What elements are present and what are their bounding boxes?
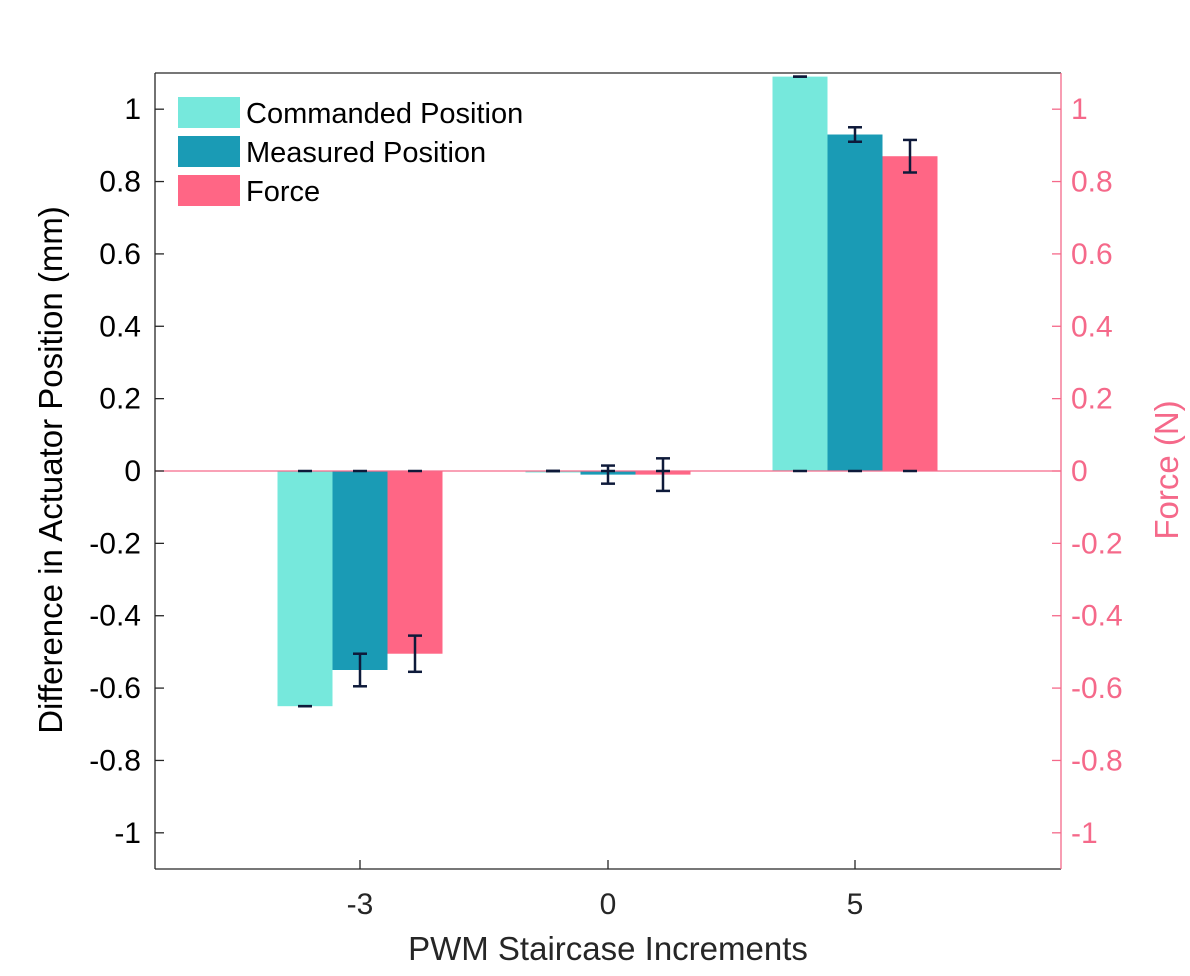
legend-swatch (178, 136, 240, 167)
legend-label: Commanded Position (246, 98, 523, 130)
y-tick-label-right: -0.8 (1071, 744, 1123, 777)
legend-label: Measured Position (246, 137, 486, 169)
bar-measured-position-5 (827, 134, 883, 471)
bars-layer (277, 76, 938, 707)
legend: Commanded Position Measured Position Force (178, 97, 523, 208)
y-tick-label-left: -1 (114, 817, 141, 850)
legend-swatch (178, 97, 240, 128)
y-tick-label-right: -0.2 (1071, 527, 1123, 560)
y-tick-label-left: 0.4 (99, 310, 141, 343)
error-bar-measured-position-5 (848, 126, 862, 143)
y-tick-label-left: 0 (124, 455, 141, 488)
x-tick-label: 0 (600, 888, 617, 921)
x-tick-label: 5 (847, 888, 864, 921)
bar-commanded-position--3 (277, 471, 333, 707)
y-tick-label-left: 0.2 (99, 383, 141, 416)
ticks-layer: -1 -0.8 -0.6 -0.4 -0.2 0 0.2 0.4 0.6 0.8 1 -1 -0.8 -0… (89, 93, 1122, 921)
y-tick-label-left: -0.2 (89, 527, 141, 560)
errorbars-layer (298, 75, 917, 708)
error-bar-force--3 (408, 634, 422, 674)
y-tick-label-right: -0.6 (1071, 672, 1123, 705)
error-bar-measured-position-0 (601, 464, 615, 485)
y-tick-label-left: 0.6 (99, 238, 141, 271)
legend-label: Force (246, 176, 320, 208)
y-tick-label-right: 0 (1071, 455, 1088, 488)
y-tick-label-right: 0.6 (1071, 238, 1113, 271)
y-tick-label-right: 1 (1071, 93, 1088, 126)
y-tick-label-left: 1 (124, 93, 141, 126)
y-tick-label-right: 0.2 (1071, 383, 1113, 416)
y-tick-label-left: -0.6 (89, 672, 141, 705)
error-bar-force-0 (656, 457, 670, 493)
y-tick-label-right: 0.4 (1071, 310, 1113, 343)
y-tick-label-left: 0.8 (99, 166, 141, 199)
bar-force--3 (387, 471, 443, 654)
y-axis-title-right: Force (N) (1148, 400, 1185, 539)
x-tick-label: -3 (347, 888, 374, 921)
legend-swatch (178, 175, 240, 206)
bar-commanded-position-5 (772, 76, 828, 472)
error-bar-force-5 (903, 138, 917, 174)
y-tick-label-right: 0.8 (1071, 166, 1113, 199)
y-tick-label-right: -0.4 (1071, 600, 1123, 633)
y-axis-title-left: Difference in Actuator Position (mm) (32, 206, 69, 734)
bar-force-5 (882, 156, 938, 471)
x-axis-title: PWM Staircase Increments (408, 930, 808, 967)
bar-measured-position--3 (332, 471, 388, 670)
error-bar-measured-position--3 (353, 652, 367, 688)
y-tick-label-right: -1 (1071, 817, 1098, 850)
y-tick-label-left: -0.8 (89, 744, 141, 777)
y-tick-label-left: -0.4 (89, 600, 141, 633)
